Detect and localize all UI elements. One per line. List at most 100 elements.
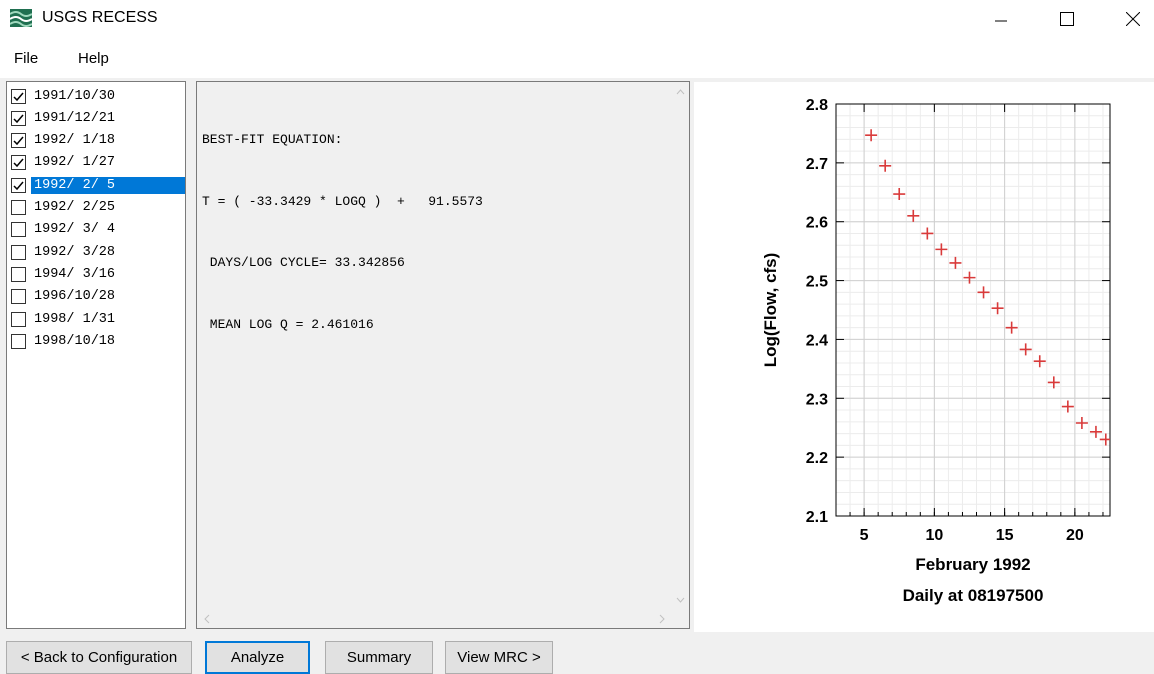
recession-item[interactable]: 1992/ 1/27 xyxy=(9,152,185,174)
recession-item[interactable]: 1996/10/28 xyxy=(9,286,185,308)
close-button[interactable] xyxy=(1110,0,1154,38)
plot-panel: 5 10 15 20 2.1 2.2 2.3 2.4 2.5 2.6 2.7 2.8 February … xyxy=(694,82,1154,632)
recession-date-label: 1992/ 1/18 xyxy=(34,133,116,149)
data-point xyxy=(879,159,892,172)
maximize-icon xyxy=(1060,12,1074,26)
recession-date-label: 1991/10/30 xyxy=(34,88,116,104)
recession-date-label: 1996/10/28 xyxy=(34,289,116,305)
checkbox[interactable] xyxy=(11,200,26,215)
y-tick-label: 2.1 xyxy=(806,509,828,526)
data-point xyxy=(991,302,1004,315)
y-tick-label: 2.7 xyxy=(806,156,828,173)
recession-item[interactable]: 1994/ 3/16 xyxy=(9,263,185,285)
y-tick-label: 2.8 xyxy=(806,97,828,114)
scroll-right-icon[interactable] xyxy=(653,610,670,628)
view-mrc-button[interactable]: View MRC > xyxy=(445,641,553,674)
window-title: USGS RECESS xyxy=(42,9,158,26)
x-tick-label: 20 xyxy=(1066,527,1084,544)
recession-item[interactable]: 1998/ 1/31 xyxy=(9,308,185,330)
scroll-up-icon[interactable] xyxy=(672,84,689,101)
data-point xyxy=(893,188,906,201)
horizontal-scrollbar[interactable] xyxy=(197,610,672,628)
output-text: BEST-FIT EQUATION: T = ( -33.3429 * LOGQ… xyxy=(202,89,483,376)
recession-date-label: 1994/ 3/16 xyxy=(34,266,116,282)
checkbox[interactable] xyxy=(11,289,26,305)
recession-item[interactable]: 1992/ 3/ 4 xyxy=(9,219,185,241)
menu-help[interactable]: Help xyxy=(78,50,109,67)
recession-item[interactable]: 1992/ 2/ 5 xyxy=(9,174,185,196)
recession-item[interactable]: 1992/ 2/25 xyxy=(9,197,185,219)
minimize-icon xyxy=(995,20,1007,22)
data-point xyxy=(963,271,976,284)
recession-date-label: 1992/ 3/28 xyxy=(34,244,116,260)
output-textbox[interactable]: BEST-FIT EQUATION: T = ( -33.3429 * LOGQ… xyxy=(196,81,690,629)
data-point xyxy=(1047,376,1060,389)
data-point xyxy=(1089,425,1102,438)
checkmark-icon xyxy=(13,92,24,101)
x-tick-label: 15 xyxy=(996,527,1014,544)
recession-plot: 5 10 15 20 2.1 2.2 2.3 2.4 2.5 2.6 2.7 2.8 February … xyxy=(761,97,1111,605)
y-tick-label: 2.2 xyxy=(806,450,828,467)
data-point xyxy=(1033,355,1046,368)
scroll-left-icon[interactable] xyxy=(199,610,216,628)
recession-date-label: 1998/10/18 xyxy=(34,333,116,349)
data-point xyxy=(1005,321,1018,334)
maximize-button[interactable] xyxy=(1044,0,1090,38)
output-line: DAYS/LOG CYCLE= 33.342856 xyxy=(202,255,405,270)
usgs-logo-icon xyxy=(10,9,32,27)
y-tick-label: 2.6 xyxy=(806,215,828,232)
checkmark-icon xyxy=(13,181,24,190)
x-tick-label: 10 xyxy=(925,527,943,544)
checkbox[interactable] xyxy=(11,88,26,104)
checkmark-icon xyxy=(13,158,24,168)
back-to-configuration-button[interactable]: < Back to Configuration xyxy=(6,641,192,674)
recession-date-label: 1992/ 2/ 5 xyxy=(31,176,185,194)
recession-date-label: 1991/12/21 xyxy=(34,110,116,126)
y-tick-label: 2.4 xyxy=(806,332,828,349)
major-grid xyxy=(836,103,1110,517)
menu-file[interactable]: File xyxy=(14,50,39,67)
vertical-scrollbar[interactable] xyxy=(672,82,689,611)
checkmark-icon xyxy=(13,114,24,123)
scroll-down-icon[interactable] xyxy=(672,592,689,609)
data-point xyxy=(865,129,878,142)
y-tick-label: 2.3 xyxy=(806,391,828,408)
checkbox[interactable] xyxy=(11,133,26,149)
summary-button[interactable]: Summary xyxy=(325,641,433,674)
title-bar: USGS RECESS xyxy=(0,0,1154,38)
x-axis-label: February 1992 xyxy=(915,555,1030,574)
output-line: BEST-FIT EQUATION: xyxy=(202,132,343,147)
data-point xyxy=(1061,400,1074,413)
minimize-button[interactable] xyxy=(978,0,1024,38)
checkbox[interactable] xyxy=(11,311,26,327)
recession-item[interactable]: 1991/12/21 xyxy=(9,107,185,129)
recession-item[interactable]: 1991/10/30 xyxy=(9,85,185,107)
menu-bar: File Help xyxy=(0,38,1154,78)
recession-item[interactable]: 1992/ 3/28 xyxy=(9,241,185,263)
checkbox[interactable] xyxy=(11,333,26,349)
checkbox[interactable] xyxy=(11,177,26,193)
data-point xyxy=(1019,343,1032,356)
recession-date-label: 1998/ 1/31 xyxy=(34,311,116,327)
y-tick-label: 2.5 xyxy=(806,274,828,291)
recession-checklist[interactable]: 1991/10/30 1991/12/21 1992/ 1/18 1992/ 1/27… xyxy=(6,81,186,629)
data-points xyxy=(865,129,1110,446)
output-line: MEAN LOG Q = 2.461016 xyxy=(202,316,374,332)
output-line: T = ( -33.3429 * LOGQ ) + 91.5573 xyxy=(202,193,483,209)
checkbox[interactable] xyxy=(11,244,26,260)
chart-subtitle: Daily at 08197500 xyxy=(903,586,1044,605)
recession-item[interactable]: 1992/ 1/18 xyxy=(9,130,185,152)
recession-date-label: 1992/ 1/27 xyxy=(34,155,116,171)
checkbox[interactable] xyxy=(11,110,26,126)
data-point xyxy=(1099,433,1110,446)
checkbox[interactable] xyxy=(11,155,26,171)
checkbox[interactable] xyxy=(11,266,26,282)
plot-frame xyxy=(835,103,1111,517)
checkbox[interactable] xyxy=(11,222,26,238)
x-tick-label: 5 xyxy=(860,527,869,544)
recession-item[interactable]: 1998/10/18 xyxy=(9,330,185,352)
data-point xyxy=(935,243,948,256)
analyze-button[interactable]: Analyze xyxy=(205,641,310,674)
data-point xyxy=(1075,417,1088,430)
checkmark-icon xyxy=(13,136,24,146)
